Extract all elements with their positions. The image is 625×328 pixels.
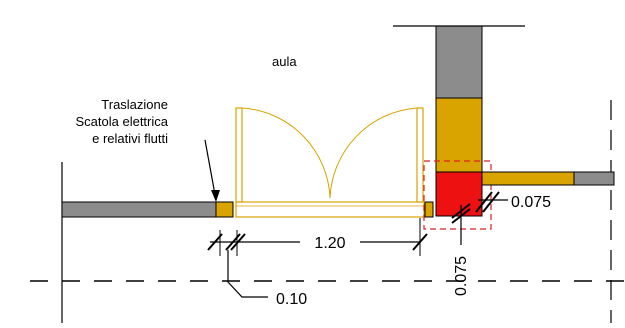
room-label: aula (272, 54, 297, 69)
door-sill (235, 201, 425, 218)
dim-label-door-width: 1.20 (314, 235, 345, 252)
dim-tick-2 (225, 233, 241, 251)
vertical-wall-insulation (435, 97, 483, 173)
door-leaf-left (235, 107, 243, 203)
annotation-arrowhead (211, 190, 220, 202)
annotation-line-1: Traslazione (101, 97, 168, 112)
dim-label-offset-right-h: 0.075 (511, 194, 551, 211)
dim-tick-7 (451, 203, 471, 219)
highlight-box (435, 171, 483, 217)
door-swing-arc-right (329, 107, 418, 199)
dim-tick-5 (475, 191, 493, 213)
dim-label-offset-right-v: 0.075 (453, 256, 470, 296)
highlight-dashed-frame (423, 160, 492, 230)
left-wall-gray (61, 201, 217, 218)
dim-tick-6 (482, 191, 500, 213)
door-swing-arc-left (241, 107, 331, 199)
annotation-line-3: e relativi flutti (92, 131, 168, 146)
right-wall-insulation (481, 171, 575, 186)
right-jamb-insulation (424, 201, 434, 218)
right-wall-gray (573, 171, 615, 186)
dim-tick-3 (230, 233, 246, 251)
dim-label-offset-left: 0.10 (276, 291, 307, 308)
dim-tick-8 (451, 208, 471, 224)
annotation-line-2: Scatola elettrica (76, 114, 169, 129)
left-wall-insulation (215, 201, 234, 218)
dim-leader-0-10 (227, 250, 268, 298)
vertical-wall-gray (435, 25, 483, 99)
door-leaf-right (416, 107, 424, 203)
